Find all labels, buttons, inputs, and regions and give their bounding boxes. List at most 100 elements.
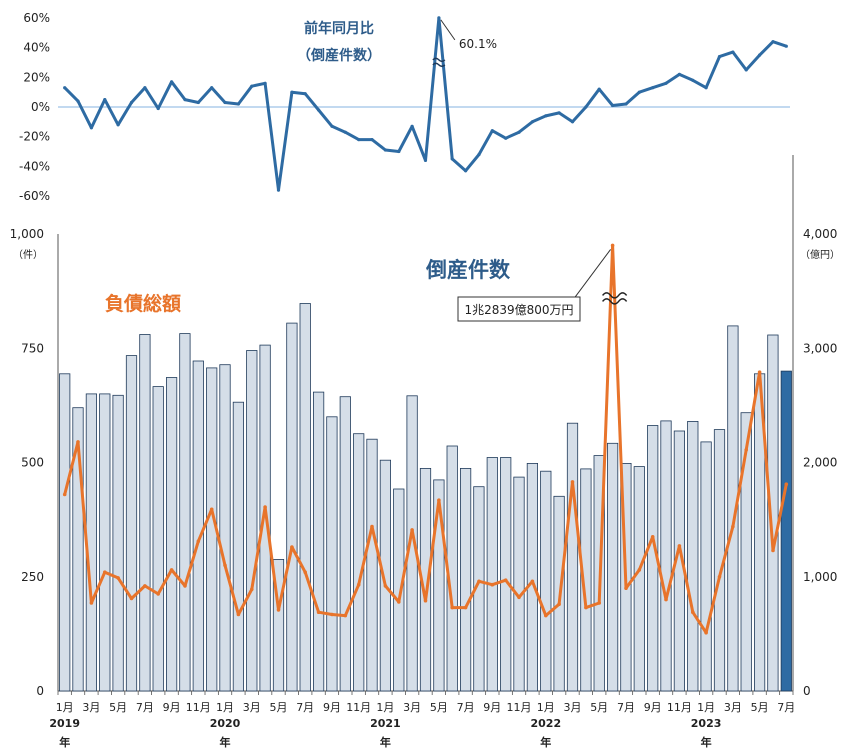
debt-point <box>530 579 535 584</box>
month-tick-label: 5月 <box>590 701 608 714</box>
yoy-point <box>170 80 174 84</box>
yoy-point <box>103 98 107 102</box>
year-label: 2021 <box>370 717 401 730</box>
left-ytick-label: 750 <box>21 341 44 355</box>
month-tick-label: 5月 <box>109 701 127 714</box>
year-label: 2020 <box>210 717 241 730</box>
yoy-point <box>637 90 641 94</box>
debt-point <box>610 243 615 248</box>
count-bar <box>580 468 592 692</box>
debt-point <box>410 528 414 532</box>
count-bar <box>607 442 619 692</box>
yoy-point <box>557 111 561 115</box>
yoy-point <box>611 103 615 108</box>
month-tick-label: 1月 <box>216 701 234 714</box>
yoy-point <box>276 188 281 192</box>
debt-point <box>276 608 281 612</box>
count-bar <box>633 466 645 692</box>
right-axis-unit: （億円） <box>800 248 840 261</box>
count-bar <box>406 395 418 692</box>
debt-point <box>584 605 588 610</box>
yoy-point <box>464 169 468 173</box>
debt-callout-line <box>572 249 611 301</box>
year-label: 2023 <box>691 717 722 730</box>
debt-point <box>731 524 735 529</box>
yoy-point <box>290 90 294 94</box>
yoy-point <box>210 86 214 90</box>
debt-point <box>343 613 348 618</box>
year-suffix: 年 <box>59 735 70 749</box>
debt-point <box>437 498 441 503</box>
count-series-label: 倒産件数 <box>425 258 511 282</box>
yoy-point <box>624 102 628 106</box>
debt-point <box>677 544 682 548</box>
count-bar <box>299 303 311 692</box>
month-tick-label: 5月 <box>270 701 288 714</box>
debt-point <box>143 584 147 588</box>
yoy-ytick-label: 0% <box>31 100 50 114</box>
yoy-peak-label: 60.1% <box>459 37 497 51</box>
yoy-point <box>303 92 307 96</box>
yoy-point <box>223 100 227 105</box>
debt-point <box>490 582 495 587</box>
debt-point <box>771 548 775 553</box>
month-tick-label: 3月 <box>243 701 261 714</box>
yoy-callout-line <box>440 19 456 41</box>
count-bar <box>272 559 285 692</box>
debt-point <box>356 582 361 587</box>
yoy-title-line1: 前年同月比 <box>304 20 374 37</box>
month-tick-label: 7月 <box>617 701 635 714</box>
count-bar <box>112 394 124 692</box>
month-tick-label: 1月 <box>376 701 394 714</box>
left-ytick-label: 1,000 <box>10 227 44 241</box>
yoy-point <box>664 81 668 85</box>
yoy-point <box>744 68 748 72</box>
debt-point <box>637 568 642 572</box>
debt-point <box>570 480 575 484</box>
count-bar <box>740 412 752 692</box>
year-label: 2019 <box>49 717 80 730</box>
count-bar <box>366 438 378 692</box>
count-bar <box>125 355 138 692</box>
right-ytick-label: 1,000 <box>803 570 837 584</box>
year-suffix: 年 <box>701 735 712 749</box>
yoy-point <box>717 55 722 59</box>
count-bar <box>139 334 151 692</box>
yoy-point <box>584 105 588 109</box>
count-bar <box>727 325 739 692</box>
debt-point <box>316 610 321 614</box>
month-tick-label: 1月 <box>56 701 74 714</box>
yoy-point <box>143 86 147 90</box>
yoy-point <box>597 87 601 91</box>
debt-point <box>544 613 548 618</box>
right-ytick-label: 0 <box>803 684 811 698</box>
debt-series <box>62 243 789 635</box>
debt-point <box>223 563 227 568</box>
debt-point <box>303 570 308 574</box>
yoy-point <box>317 108 321 112</box>
yoy-point <box>410 124 414 128</box>
month-tick-label: 7月 <box>296 701 314 714</box>
debt-point <box>169 568 174 572</box>
month-tick-label: 11月 <box>667 701 692 714</box>
debt-point <box>263 505 267 509</box>
debt-point <box>250 587 254 592</box>
debt-point <box>103 570 107 574</box>
count-bar <box>339 396 351 692</box>
count-bar <box>192 360 204 692</box>
month-tick-label: 9月 <box>644 701 662 714</box>
count-bar <box>393 488 405 692</box>
month-tick-label: 5月 <box>751 701 769 714</box>
month-tick-label: 11月 <box>346 701 371 714</box>
left-axis-unit: （件） <box>13 249 43 261</box>
count-bar <box>99 393 111 692</box>
debt-point <box>503 578 508 582</box>
debt-point <box>597 601 601 605</box>
yoy-point <box>530 120 535 124</box>
count-bar <box>780 370 792 692</box>
yoy-point <box>504 136 508 140</box>
month-tick-label: 11月 <box>186 701 211 714</box>
debt-point <box>129 596 134 601</box>
yoy-point <box>250 84 254 88</box>
